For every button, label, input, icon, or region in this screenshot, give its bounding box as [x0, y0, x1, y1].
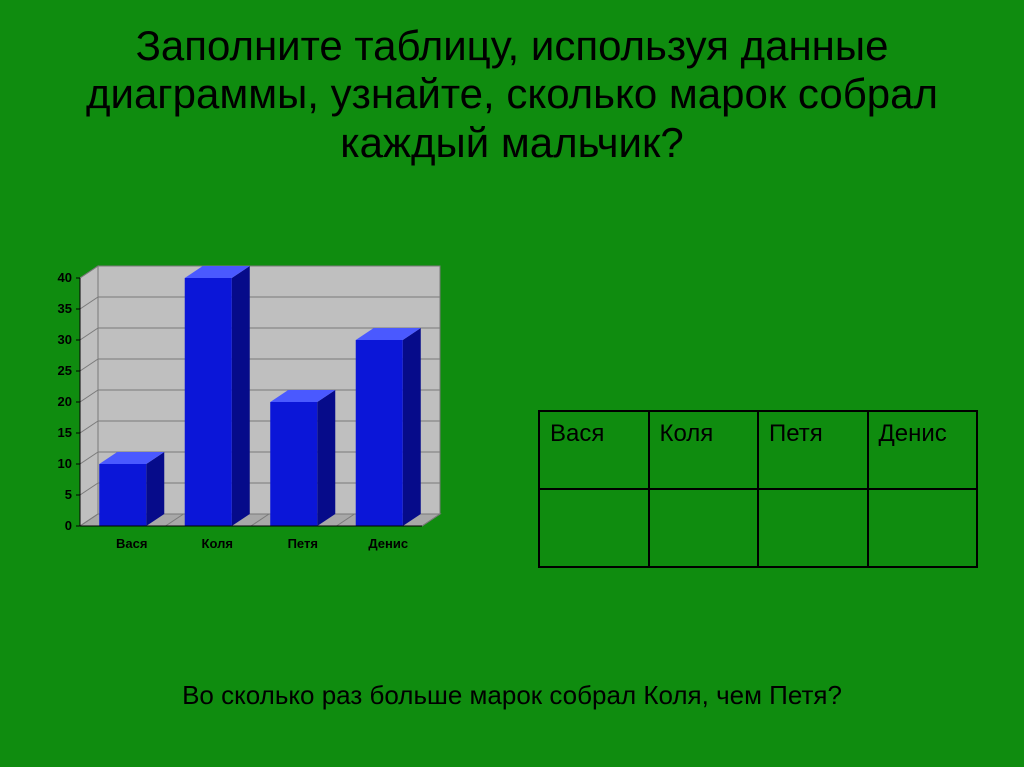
answer-table: Вася Коля Петя Денис [538, 410, 978, 568]
svg-text:15: 15 [58, 425, 72, 440]
table-cell [868, 489, 978, 567]
table-header-cell: Вася [539, 411, 649, 489]
svg-text:25: 25 [58, 363, 72, 378]
bar-chart: 0 5 10 15 20 25 30 35 40 Вася Коля Петя Денис [30, 256, 460, 566]
slide: Заполните таблицу, используя данные диаг… [0, 0, 1024, 767]
table-cell [649, 489, 759, 567]
table-header-cell: Петя [758, 411, 868, 489]
svg-text:40: 40 [58, 270, 72, 285]
svg-text:35: 35 [58, 301, 72, 316]
table-header-cell: Денис [868, 411, 978, 489]
svg-text:20: 20 [58, 394, 72, 409]
svg-text:Денис: Денис [368, 536, 408, 551]
svg-text:10: 10 [58, 456, 72, 471]
table-cell [539, 489, 649, 567]
svg-text:0: 0 [65, 518, 72, 533]
svg-text:Коля: Коля [202, 536, 233, 551]
table-row [539, 489, 977, 567]
svg-text:Петя: Петя [288, 536, 318, 551]
table-cell [758, 489, 868, 567]
svg-text:30: 30 [58, 332, 72, 347]
table-header-cell: Коля [649, 411, 759, 489]
svg-text:Вася: Вася [116, 536, 147, 551]
page-title: Заполните таблицу, используя данные диаг… [0, 22, 1024, 167]
svg-text:5: 5 [65, 487, 72, 502]
question-text: Во сколько раз больше марок собрал Коля,… [0, 680, 1024, 711]
table-header-row: Вася Коля Петя Денис [539, 411, 977, 489]
answer-table-wrap: Вася Коля Петя Денис [538, 410, 978, 568]
